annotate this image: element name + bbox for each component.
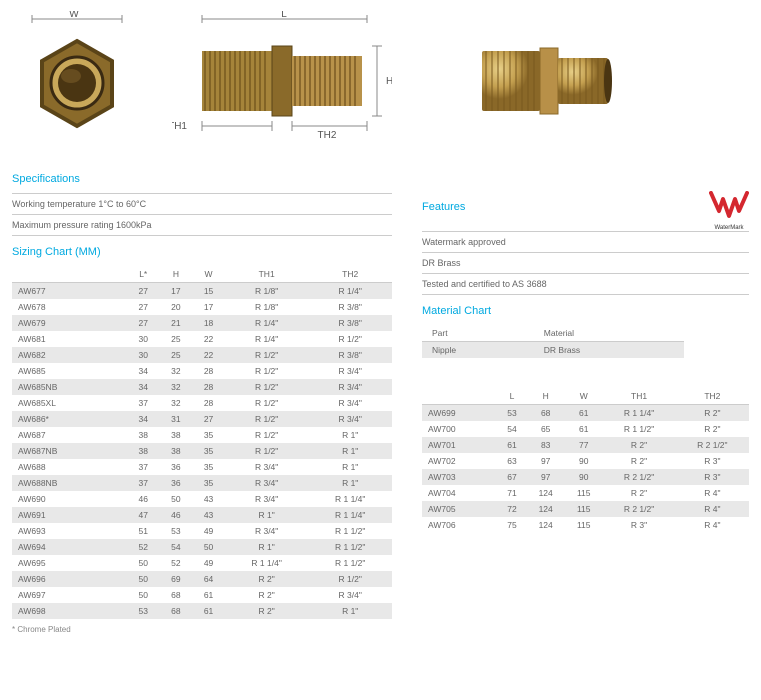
footnote: * Chrome Plated xyxy=(12,625,392,634)
hex-front-diagram: W xyxy=(12,11,142,151)
table-row: AW703679790R 2 1/2"R 3" xyxy=(422,469,749,485)
table-row: AW688373635R 3/4"R 1" xyxy=(12,459,392,475)
col-header: Material xyxy=(534,325,684,342)
col-header: L xyxy=(498,388,527,405)
sizing-table: L*HWTH1TH2 AW677271715R 1/8"R 1/4"AW6782… xyxy=(12,266,392,619)
table-row: AW700546561R 1 1/2"R 2" xyxy=(422,421,749,437)
svg-text:L: L xyxy=(281,11,287,20)
features-block: Watermark approvedDR BrassTested and cer… xyxy=(422,231,749,295)
table-row: AW685XL373228R 1/2"R 3/4" xyxy=(12,395,392,411)
watermark-label: WaterMark xyxy=(709,225,749,231)
feature-row: Tested and certified to AS 3688 xyxy=(422,274,749,295)
table-row: AW70471124115R 2"R 4" xyxy=(422,485,749,501)
features-title: Features xyxy=(422,201,749,213)
table-row: AW687383835R 1/2"R 1" xyxy=(12,427,392,443)
table-row: AW687NB383835R 1/2"R 1" xyxy=(12,443,392,459)
table-row: AW679272118R 1/4"R 3/8" xyxy=(12,315,392,331)
feature-row: DR Brass xyxy=(422,253,749,274)
table-row: AW690465043R 3/4"R 1 1/4" xyxy=(12,491,392,507)
col-header xyxy=(422,388,498,405)
col-header: W xyxy=(192,266,225,283)
diagram-row: W L TH1 TH2 H xyxy=(12,8,749,153)
table-row: AW688NB373635R 3/4"R 1" xyxy=(12,475,392,491)
table-row: NippleDR Brass xyxy=(422,342,684,359)
col-header: L* xyxy=(127,266,160,283)
table-row: AW701618377R 2"R 2 1/2" xyxy=(422,437,749,453)
sizing-title: Sizing Chart (MM) xyxy=(12,246,392,258)
table-row: AW699536861R 1 1/4"R 2" xyxy=(422,405,749,422)
col-header: W xyxy=(565,388,602,405)
table-row: AW685343228R 1/2"R 3/4" xyxy=(12,363,392,379)
spec-row: Working temperature 1°C to 60°C xyxy=(12,193,392,215)
table-row: AW678272017R 1/8"R 3/8" xyxy=(12,299,392,315)
col-header xyxy=(12,266,127,283)
table-row: AW70572124115R 2 1/2"R 4" xyxy=(422,501,749,517)
col-header: H xyxy=(526,388,565,405)
specs-block: Working temperature 1°C to 60°CMaximum p… xyxy=(12,193,392,236)
table-row: AW677271715R 1/8"R 1/4" xyxy=(12,283,392,300)
table-row: AW682302522R 1/2"R 3/8" xyxy=(12,347,392,363)
table-row: AW695505249R 1 1/4"R 1 1/2" xyxy=(12,555,392,571)
watermark-logo: WaterMark xyxy=(709,191,749,231)
side-diagram: L TH1 TH2 H xyxy=(172,11,392,151)
table-row: AW702639790R 2"R 3" xyxy=(422,453,749,469)
table-row: AW70675124115R 3"R 4" xyxy=(422,517,749,533)
col-header: TH2 xyxy=(676,388,749,405)
table-row: AW694525450R 1"R 1 1/2" xyxy=(12,539,392,555)
col-header: TH2 xyxy=(308,266,392,283)
col-header: TH1 xyxy=(225,266,309,283)
table-row: AW697506861R 2"R 3/4" xyxy=(12,587,392,603)
table-row: AW691474643R 1"R 1 1/4" xyxy=(12,507,392,523)
product-photo xyxy=(462,16,642,146)
table-row: AW693515349R 3/4"R 1 1/2" xyxy=(12,523,392,539)
svg-text:W: W xyxy=(69,11,79,20)
table-row: AW681302522R 1/4"R 1/2" xyxy=(12,331,392,347)
svg-text:H: H xyxy=(386,76,392,87)
material-title: Material Chart xyxy=(422,305,749,317)
col-header: TH1 xyxy=(602,388,675,405)
specs-title: Specifications xyxy=(12,173,392,185)
sizing-table-2: LHWTH1TH2 AW699536861R 1 1/4"R 2"AW70054… xyxy=(422,388,749,533)
spec-row: Maximum pressure rating 1600kPa xyxy=(12,215,392,236)
material-table: PartMaterial NippleDR Brass xyxy=(422,325,684,358)
table-row: AW685NB343228R 1/2"R 3/4" xyxy=(12,379,392,395)
feature-row: Watermark approved xyxy=(422,231,749,253)
col-header: Part xyxy=(422,325,534,342)
table-row: AW698536861R 2"R 1" xyxy=(12,603,392,619)
table-row: AW686*343127R 1/2"R 3/4" xyxy=(12,411,392,427)
col-header: H xyxy=(160,266,193,283)
svg-text:TH1: TH1 xyxy=(172,121,187,132)
svg-text:TH2: TH2 xyxy=(318,130,337,141)
page: W L TH1 TH2 H xyxy=(0,0,761,642)
table-row: AW696506964R 2"R 1/2" xyxy=(12,571,392,587)
